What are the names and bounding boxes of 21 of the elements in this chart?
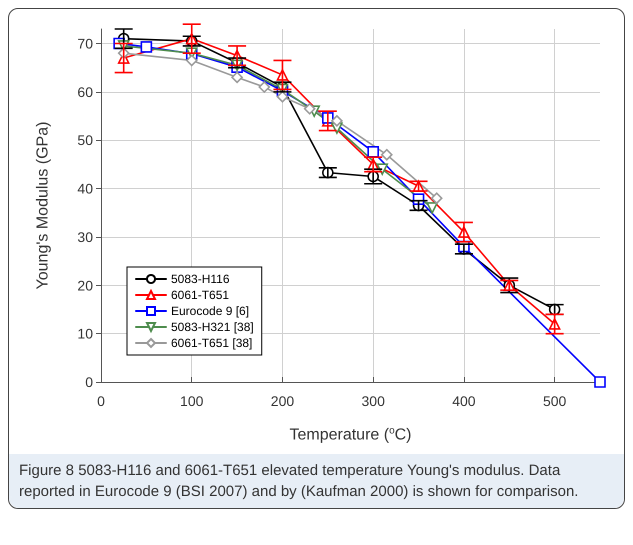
legend-label: 6061-T651 [171, 288, 230, 302]
x-tick-label: 0 [97, 393, 106, 409]
legend-label: Eurocode 9 [6] [171, 304, 250, 318]
x-tick-label: 400 [452, 393, 476, 409]
y-tick-label: 0 [85, 374, 94, 390]
x-tick-label: 300 [362, 393, 386, 409]
legend-label: 5083-H116 [171, 272, 230, 286]
y-tick-label: 50 [77, 132, 94, 148]
y-tick-label: 60 [77, 84, 94, 100]
y-tick-label: 70 [77, 36, 94, 52]
y-tick-label: 20 [77, 277, 94, 294]
y-tick-label: 30 [77, 228, 94, 245]
x-tick-label: 100 [180, 393, 204, 409]
x-tick-label: 200 [270, 393, 294, 409]
y-axis-title: Young's Modulus (GPa) [34, 122, 52, 290]
legend-label: 5083-H321 [38] [171, 320, 254, 334]
caption: Figure 8 5083-H116 and 6061-T651 elevated temperature Young's modulus. Data reported in Eurocode 9 (BSI 2007) and by (Kaufman 2000) is shown for comparison. [19, 461, 580, 502]
x-tick-label: 500 [542, 393, 567, 409]
y-tick-label: 10 [77, 326, 94, 342]
y-tick-label: 40 [77, 180, 94, 197]
legend-label: 6061-T651 [38] [171, 336, 252, 350]
